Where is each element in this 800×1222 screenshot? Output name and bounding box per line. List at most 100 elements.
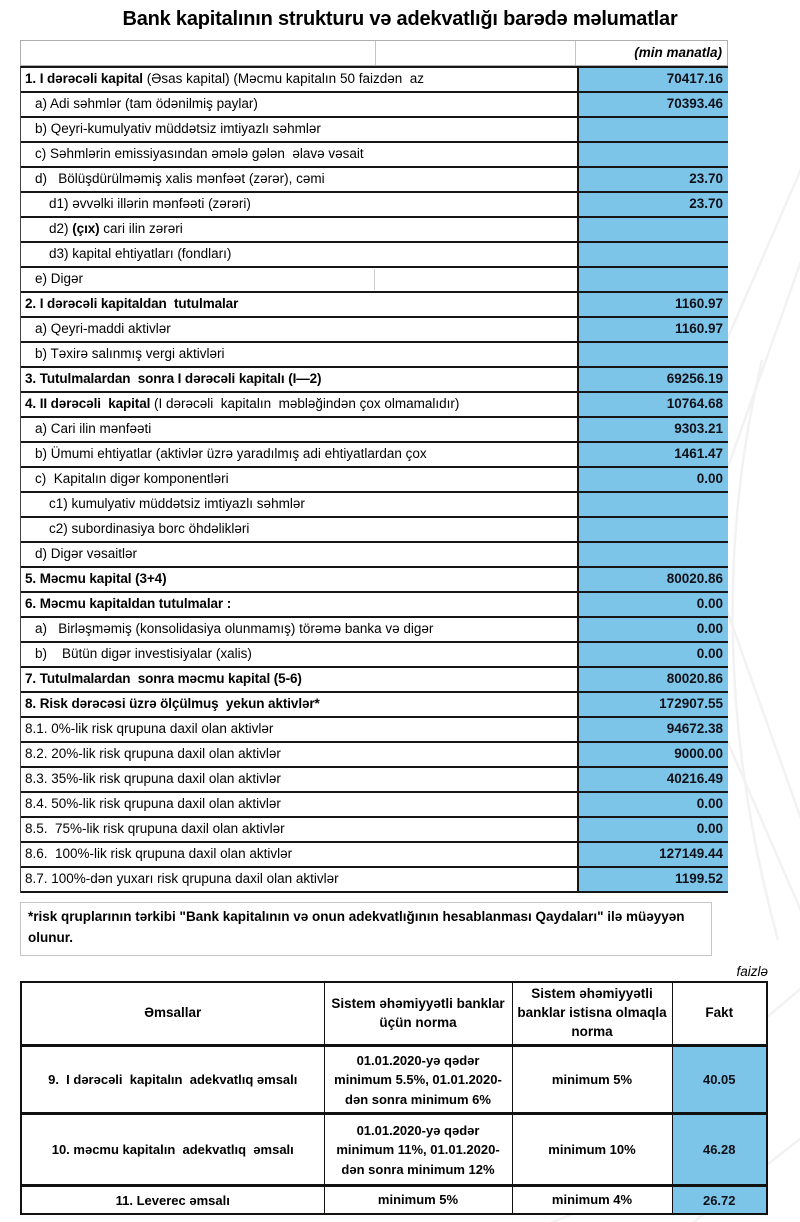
table-row: d3) kapital ehtiyatları (fondları) <box>21 243 728 268</box>
table-row: b) Qeyri-kumulyativ müddətsiz imtiyazlı … <box>21 118 728 143</box>
footnote: *risk qruplarının tərkibi "Bank kapitalı… <box>20 902 712 956</box>
table-row: 6. Məcmu kapitaldan tutulmalar : 0.00 <box>21 593 728 618</box>
norm-other-cell: minimum 4% <box>511 1185 673 1215</box>
row-label: d) Bölüşdürülməmiş xalis mənfəət (zərər)… <box>35 171 325 186</box>
row-label: 5. Məcmu kapital (3+4) <box>25 571 167 586</box>
table-row: b) Ümumi ehtiyatlar (aktivlər üzrə yarad… <box>21 443 728 468</box>
coefficient-label: 10. məcmu kapitalın adekvatlıq əmsalı <box>20 1113 325 1187</box>
table-row: c1) kumulyativ müddətsiz imtiyazlı səhml… <box>21 493 728 518</box>
ratios-table: Əmsallar Sistem əhəmiyyətli banklar üçün … <box>20 980 768 1215</box>
table-row: d) Digər vəsaitlər <box>21 543 728 568</box>
row-value <box>577 543 728 566</box>
row-value: 70417.16 <box>577 68 728 91</box>
ratios-table-body: 9. I dərəcəli kapitalın adekvatlıq əmsal… <box>20 1045 768 1215</box>
row-value: 80020.86 <box>577 568 728 591</box>
table-row: 8.3. 35%-lik risk qrupuna daxil olan akt… <box>21 768 728 793</box>
row-label: 8.3. 35%-lik risk qrupuna daxil olan akt… <box>25 771 281 786</box>
row-label: c) Səhmlərin emissiyasından əmələ gələn … <box>35 146 364 161</box>
row-label: c1) kumulyativ müddətsiz imtiyazlı səhml… <box>49 496 305 511</box>
row-value: 1461.47 <box>577 443 728 466</box>
table-row: c) Kapitalın digər komponentləri 0.00 <box>21 468 728 493</box>
table-row: 8.2. 20%-lik risk qrupuna daxil olan akt… <box>21 743 728 768</box>
coefficient-label: 9. I dərəcəli kapitalın adekvatlıq əmsal… <box>20 1045 325 1115</box>
table-row: a) Birləşməmiş (konsolidasiya olunmamış)… <box>21 618 728 643</box>
row-value: 172907.55 <box>577 693 728 716</box>
row-label: 4. II dərəcəli kapital (I dərəcəli kapit… <box>25 396 460 411</box>
table-row: d) Bölüşdürülməmiş xalis mənfəət (zərər)… <box>21 168 728 193</box>
table-row: 4. II dərəcəli kapital (I dərəcəli kapit… <box>21 393 728 418</box>
fact-value: 46.28 <box>671 1113 768 1187</box>
row-label: a) Adi səhmlər (tam ödənilmiş paylar) <box>35 96 258 111</box>
row-label: a) Cari ilin mənfəəti <box>35 421 152 436</box>
row-label: c2) subordinasiya borc öhdəlikləri <box>49 521 250 536</box>
coefficient-label: 11. Leverec əmsalı <box>20 1185 325 1215</box>
table-row: 8.4. 50%-lik risk qrupuna daxil olan akt… <box>21 793 728 818</box>
row-label: 2. I dərəcəli kapitaldan tutulmalar <box>25 296 239 311</box>
column-header: Sistem əhəmiyyətli banklar istisna olmaq… <box>511 981 673 1047</box>
cell-divider <box>374 269 375 290</box>
row-value <box>577 493 728 516</box>
unit-label-min-manat: (min manatla) <box>634 45 722 60</box>
table-row: c2) subordinasiya borc öhdəlikləri <box>21 518 728 543</box>
row-value: 80020.86 <box>577 668 728 691</box>
norm-systemic-cell: minimum 5% <box>323 1185 513 1215</box>
row-label: 8.2. 20%-lik risk qrupuna daxil olan akt… <box>25 746 281 761</box>
table-row: 8. Risk dərəcəsi üzrə ölçülmuş yekun akt… <box>21 693 728 718</box>
table-row: 8.5. 75%-lik risk qrupuna daxil olan akt… <box>21 818 728 843</box>
row-label: b) Təxirə salınmış vergi aktivləri <box>35 346 225 361</box>
ratios-row: 10. məcmu kapitalın adekvatlıq əmsalı 01.… <box>20 1113 768 1187</box>
table-row: 8.6. 100%-lik risk qrupuna daxil olan ak… <box>21 843 728 868</box>
row-label: 8.6. 100%-lik risk qrupuna daxil olan ak… <box>25 846 293 861</box>
row-value: 23.70 <box>577 193 728 216</box>
row-label: b) Ümumi ehtiyatlar (aktivlər üzrə yarad… <box>35 446 427 461</box>
row-value <box>577 143 728 166</box>
table-header-row: (min manatla) <box>20 40 728 66</box>
table-row: 8.1. 0%-lik risk qrupuna daxil olan akti… <box>21 718 728 743</box>
ratios-table-head: Əmsallar Sistem əhəmiyyətli banklar üçün … <box>20 981 768 1047</box>
fact-value: 26.72 <box>671 1185 768 1215</box>
row-value: 127149.44 <box>577 843 728 866</box>
page-title: Bank kapitalının strukturu və adekvatlığ… <box>122 8 678 30</box>
row-value: 1160.97 <box>577 318 728 341</box>
column-header: Əmsallar <box>20 981 325 1047</box>
table-row: d1) əvvəlki illərin mənfəəti (zərəri) 23.… <box>21 193 728 218</box>
row-value: 1199.52 <box>577 868 728 891</box>
norm-systemic-cell: 01.01.2020-yə qədər minimum 5.5%, 01.01.… <box>323 1045 513 1115</box>
row-label: d1) əvvəlki illərin mənfəəti (zərəri) <box>49 196 251 211</box>
table-row: a) Adi səhmlər (tam ödənilmiş paylar) 703… <box>21 93 728 118</box>
row-value <box>577 243 728 266</box>
row-value: 40216.49 <box>577 768 728 791</box>
table-row: 1. I dərəcəli kapital (Əsas kapital) (Mə… <box>21 68 728 93</box>
row-value: 0.00 <box>577 818 728 841</box>
row-value: 1160.97 <box>577 293 728 316</box>
row-label: d) Digər vəsaitlər <box>35 546 138 561</box>
row-value <box>577 343 728 366</box>
row-value <box>577 218 728 241</box>
row-label: 3. Tutulmalardan sonra I dərəcəli kapita… <box>25 371 322 386</box>
ratios-row: 9. I dərəcəli kapitalın adekvatlıq əmsal… <box>20 1045 768 1115</box>
header-spacer-cell-2 <box>376 41 576 65</box>
row-label: 8.1. 0%-lik risk qrupuna daxil olan akti… <box>25 721 274 736</box>
row-value: 70393.46 <box>577 93 728 116</box>
row-label: d3) kapital ehtiyatları (fondları) <box>49 246 232 261</box>
table-row: a) Cari ilin mənfəəti 9303.21 <box>21 418 728 443</box>
table-row: 5. Məcmu kapital (3+4) 80020.86 <box>21 568 728 593</box>
row-value: 0.00 <box>577 468 728 491</box>
table-row: 2. I dərəcəli kapitaldan tutulmalar 1160.… <box>21 293 728 318</box>
column-header: Fakt <box>671 981 768 1047</box>
norm-other-cell: minimum 5% <box>511 1045 673 1115</box>
table-row: b) Bütün digər investisiyalar (xalis) 0.0… <box>21 643 728 668</box>
unit-label-percent: faizlə <box>736 963 768 979</box>
row-value <box>577 118 728 141</box>
row-value <box>577 268 728 291</box>
row-value: 9000.00 <box>577 743 728 766</box>
column-header: Sistem əhəmiyyətli banklar üçün norma <box>323 981 513 1047</box>
row-value: 0.00 <box>577 618 728 641</box>
table-row: a) Qeyri-maddi aktivlər 1160.97 <box>21 318 728 343</box>
row-label: 8.4. 50%-lik risk qrupuna daxil olan akt… <box>25 796 281 811</box>
row-value: 94672.38 <box>577 718 728 741</box>
row-label: 6. Məcmu kapitaldan tutulmalar : <box>25 596 232 611</box>
row-label: c) Kapitalın digər komponentləri <box>35 471 229 486</box>
capital-structure-table: (min manatla) 1. I dərəcəli kapital (Əsa… <box>20 40 728 893</box>
